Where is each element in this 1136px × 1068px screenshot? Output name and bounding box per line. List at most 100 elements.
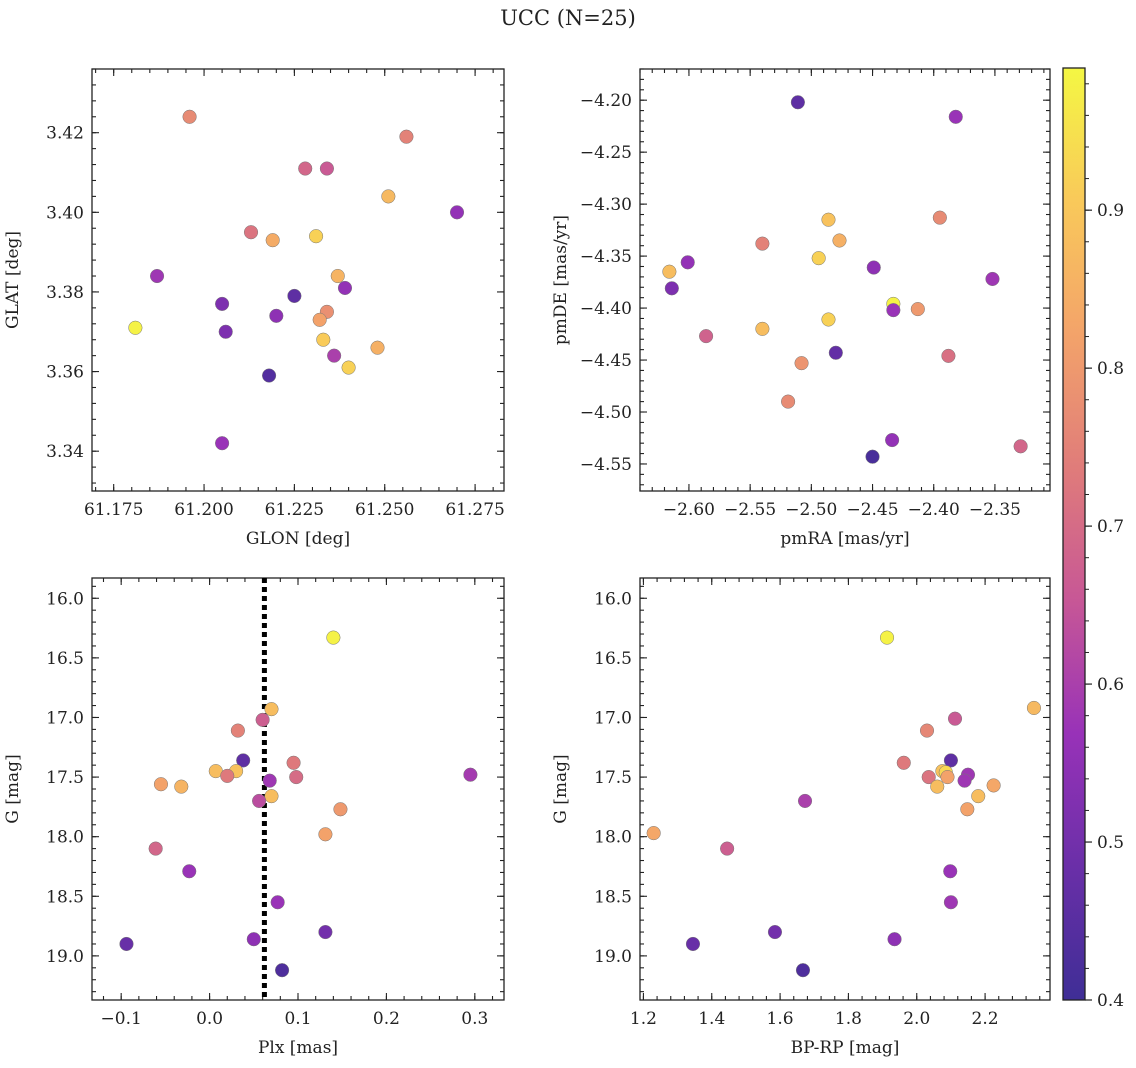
data-point: [879, 630, 895, 645]
data-point: [821, 312, 836, 327]
y-tick-label: −4.55: [580, 455, 632, 475]
data-point: [236, 753, 251, 768]
y-tick-label: 18.5: [594, 887, 632, 907]
y-tick-label: −4.25: [580, 143, 632, 163]
x-tick-label: −0.1: [101, 1009, 142, 1029]
tick-marks: [639, 68, 1050, 491]
data-point: [243, 225, 259, 240]
colorbar-tick-label: 0.5: [1097, 833, 1124, 853]
data-point: [264, 789, 279, 804]
data-point: [794, 356, 809, 371]
y-tick-label: 17.0: [46, 708, 84, 728]
x-tick-label: −2.55: [724, 500, 776, 520]
data-point: [182, 109, 197, 124]
x-tick-label: −2.60: [663, 500, 715, 520]
data-point: [287, 288, 302, 303]
data-point: [919, 723, 935, 738]
colorbar-tick-label: 0.8: [1097, 359, 1124, 379]
x-tick-label: 2.0: [903, 1009, 930, 1029]
x-axis-label: Plx [mas]: [258, 1038, 338, 1058]
data-point: [795, 963, 811, 978]
y-tick-label: 19.0: [594, 947, 632, 967]
y-tick-label: 19.0: [46, 947, 84, 967]
data-point: [699, 329, 714, 344]
data-point: [960, 802, 975, 817]
data-point: [896, 755, 911, 770]
colorbar-tick-label: 0.7: [1097, 517, 1124, 537]
plot-frame: [91, 68, 505, 492]
colorbar-tick-label: 0.4: [1097, 991, 1124, 1011]
data-point: [399, 129, 414, 144]
data-point: [986, 778, 1001, 793]
data-point: [298, 161, 313, 176]
x-axis-label: BP-RP [mag]: [791, 1038, 900, 1058]
x-tick-label: 1.6: [767, 1009, 794, 1029]
data-point: [832, 233, 847, 248]
data-point: [150, 268, 165, 284]
tick-marks: [92, 68, 504, 491]
y-tick-label: 18.5: [46, 887, 84, 907]
y-tick-label: 17.5: [594, 768, 632, 788]
data-point: [326, 630, 341, 645]
data-point: [646, 826, 661, 841]
y-tick-label: 18.0: [594, 828, 632, 848]
data-point: [930, 779, 945, 794]
scatter-points: [128, 109, 465, 451]
figure-title: UCC (N=25): [500, 6, 636, 30]
y-tick-label: 18.0: [46, 828, 84, 848]
y-tick-label: 3.40: [46, 203, 84, 223]
tick-marks: [92, 578, 504, 1000]
colorbar-tick-label: 0.9: [1097, 201, 1124, 221]
colorbar-tick-label: 0.6: [1097, 675, 1124, 695]
data-point: [341, 360, 356, 375]
y-tick-label: 16.0: [594, 589, 632, 609]
data-point: [275, 963, 290, 978]
data-point: [255, 712, 270, 727]
data-point: [220, 768, 235, 783]
data-point: [128, 320, 143, 335]
data-point: [246, 932, 261, 947]
colorbar: 0.4 0.5 0.6 0.7 0.8 0.9: [1062, 67, 1124, 1011]
data-point: [885, 433, 900, 448]
data-point: [685, 936, 701, 952]
y-tick-label: 16.0: [46, 589, 84, 609]
data-point: [262, 773, 277, 788]
data-point: [312, 312, 327, 327]
x-tick-label: −2.35: [969, 500, 1021, 520]
panel-2: −2.60 −2.55 −2.50 −2.45 −2.40 −2.35 −4.20 −4.25…: [551, 68, 1051, 549]
data-point: [449, 205, 465, 220]
x-tick-label: 0.1: [284, 1009, 311, 1029]
x-tick-label: 2.2: [972, 1009, 999, 1029]
data-point: [755, 236, 770, 251]
data-point: [119, 936, 134, 952]
y-tick-label: 3.42: [46, 124, 84, 144]
data-point: [941, 348, 956, 363]
data-point: [286, 755, 301, 770]
data-point: [218, 324, 233, 339]
data-point: [265, 233, 280, 248]
data-point: [910, 302, 925, 317]
x-tick-label: 1.4: [698, 1009, 725, 1029]
data-point: [148, 841, 163, 856]
data-point: [1026, 700, 1041, 715]
x-tick-label: −2.50: [785, 500, 837, 520]
y-tick-label: −4.50: [580, 403, 632, 423]
data-point: [330, 268, 345, 284]
panel-3: −0.1 0.0 0.1 0.2 0.3 16.0 16.5 17.0 17.5 18.0 18.5…: [3, 577, 505, 1058]
scatter-points: [119, 630, 478, 978]
y-tick-label: −4.40: [580, 299, 632, 319]
y-tick-label: 16.5: [594, 649, 632, 669]
data-point: [932, 210, 947, 225]
data-point: [215, 296, 230, 311]
y-axis-label: G [mag]: [3, 754, 23, 823]
data-point: [370, 340, 385, 355]
data-point: [767, 925, 783, 940]
data-point: [971, 789, 986, 804]
data-point: [327, 348, 342, 363]
x-tick-label: 61.225: [265, 500, 324, 520]
data-point: [755, 321, 770, 336]
y-tick-label: 16.5: [46, 649, 84, 669]
data-point: [264, 702, 279, 717]
data-point: [948, 109, 963, 124]
y-axis-label: GLAT [deg]: [3, 231, 23, 329]
